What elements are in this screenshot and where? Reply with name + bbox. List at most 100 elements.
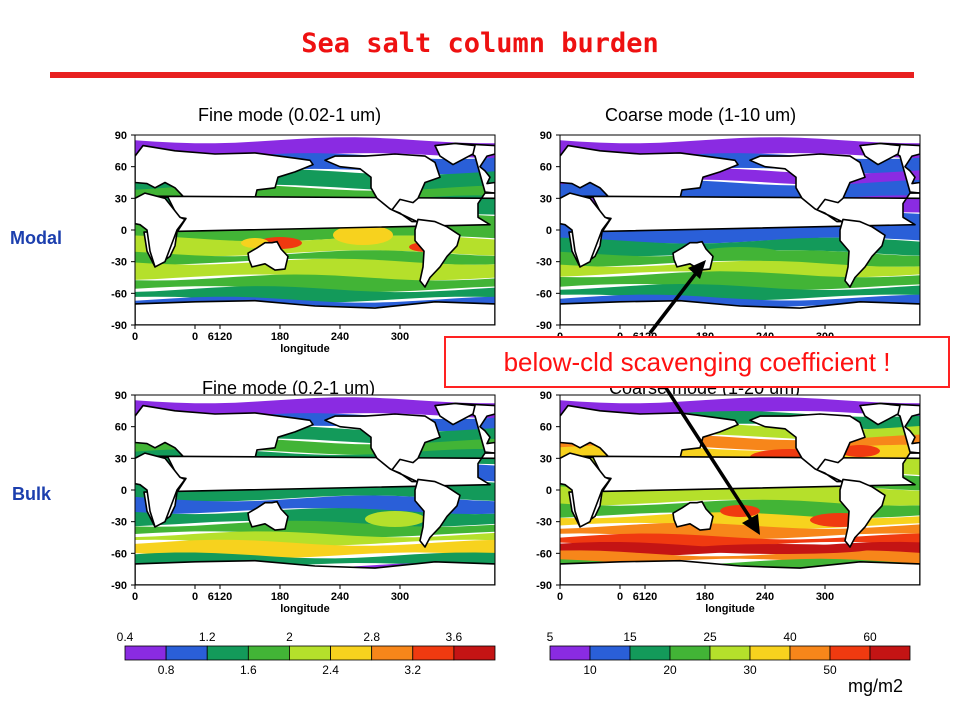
land-mass <box>560 559 920 585</box>
y-tick-label: 60 <box>540 422 552 434</box>
x-tick-label: 0 <box>132 331 138 343</box>
colorbar-bottom-label: 10 <box>583 663 597 677</box>
x-tick-label: 180 <box>696 591 714 603</box>
slide-title: Sea salt column burden <box>301 28 659 59</box>
y-tick-label: 30 <box>115 453 127 465</box>
colorbar-segment <box>589 645 631 661</box>
y-tick-label: 60 <box>115 162 127 174</box>
x-axis-label: longitude <box>280 603 330 615</box>
colorbar-top-label: 25 <box>703 630 717 644</box>
y-tick-label: -30 <box>536 257 552 269</box>
x-tick-label: 180 <box>271 591 289 603</box>
y-tick-label: -90 <box>111 320 127 332</box>
contour-band <box>135 520 495 538</box>
colorbar-segment <box>709 645 751 661</box>
x-tick-label: 180 <box>271 331 289 343</box>
contour-band <box>560 397 920 417</box>
colorbar-top-label: 2.8 <box>363 630 380 644</box>
colorbar-top-label: 60 <box>863 630 877 644</box>
y-tick-label: 30 <box>540 453 552 465</box>
y-tick-label: -60 <box>111 288 127 300</box>
x-tick-label: 0 <box>192 591 198 603</box>
colorbar-segment <box>124 645 167 661</box>
land-mass <box>434 402 476 426</box>
colorbar-top-label: 1.2 <box>199 630 216 644</box>
land-mass <box>568 452 920 528</box>
x-tick-label: 240 <box>756 591 774 603</box>
y-tick-label: -90 <box>536 580 552 592</box>
contour-hotspot <box>333 225 393 245</box>
land-mass <box>560 299 920 325</box>
x-tick-label: 6120 <box>208 331 232 343</box>
contour-band <box>560 237 920 257</box>
x-axis-label: longitude <box>705 603 755 615</box>
colorbar-units: mg/m2 <box>848 676 904 696</box>
contour-hotspot <box>365 511 425 527</box>
land-mass <box>749 413 866 483</box>
colorbar-top-label: 5 <box>547 630 554 644</box>
colorbar-top-label: 3.6 <box>446 630 463 644</box>
land-mass <box>247 500 289 531</box>
y-tick-label: -60 <box>536 288 552 300</box>
y-tick-label: -90 <box>111 580 127 592</box>
colorbar-bottom-label: 20 <box>663 663 677 677</box>
x-tick-label: 6120 <box>208 591 232 603</box>
y-tick-label: -30 <box>111 257 127 269</box>
x-tick-label: 0 <box>617 591 623 603</box>
colorbar-segment <box>412 645 455 661</box>
y-tick-label: -90 <box>536 320 552 332</box>
panel-title-coarse-modal: Coarse mode (1-10 um) <box>605 105 797 125</box>
y-tick-label: -60 <box>536 548 552 560</box>
y-tick-label: 60 <box>115 422 127 434</box>
y-tick-label: 90 <box>540 390 552 402</box>
colorbar-segment <box>669 645 711 661</box>
map-panel-fine-bulk: 90 60 30 0 -30 -60 -90 0 0 6120 180 240 300 longitude <box>100 385 510 620</box>
colorbar-segment <box>206 645 249 661</box>
row-label-bulk: Bulk <box>12 484 52 504</box>
land-mass <box>324 153 441 223</box>
land-mass <box>568 192 920 268</box>
land-mass <box>143 192 495 268</box>
colorbar-bottom-label: 2.4 <box>322 663 339 677</box>
y-tick-label: 90 <box>540 130 552 142</box>
y-tick-label: -60 <box>111 548 127 560</box>
colorbar-segment <box>371 645 414 661</box>
y-tick-label: -30 <box>111 517 127 529</box>
colorbar-segment <box>749 645 791 661</box>
contour-hotspot <box>700 247 780 259</box>
land-mass <box>560 192 611 268</box>
x-tick-label: 300 <box>816 591 834 603</box>
contour-hotspot <box>840 445 880 457</box>
y-tick-label: 30 <box>115 193 127 205</box>
colorbar-segment <box>165 645 208 661</box>
colorbar-bottom-label: 50 <box>823 663 837 677</box>
land-mass <box>324 413 441 483</box>
land-mass <box>135 559 495 585</box>
map-panel-coarse-bulk: 90 60 30 0 -30 -60 -90 0 0 6120 180 240 300 longitude <box>525 385 935 620</box>
y-tick-label: 0 <box>121 225 127 237</box>
arrow-to-coarse-bulk <box>664 387 756 525</box>
x-tick-label: 300 <box>391 591 409 603</box>
contour-band <box>135 495 495 515</box>
land-mass <box>247 240 289 271</box>
colorbar-top-label: 2 <box>286 630 293 644</box>
x-tick-label: 240 <box>331 591 349 603</box>
colorbar-bottom-label: 30 <box>743 663 757 677</box>
colorbar-segment <box>453 645 496 661</box>
y-tick-label: 90 <box>115 390 127 402</box>
x-tick-label: 300 <box>391 331 409 343</box>
y-tick-label: -30 <box>536 517 552 529</box>
contour-hotspot <box>720 505 760 517</box>
colorbar-fine: 0.4 1.2 2 2.8 3.6 0.8 1.6 2.4 3.2 <box>117 630 496 677</box>
colorbar-bottom-label: 0.8 <box>158 663 175 677</box>
colorbar-bottom-label: 1.6 <box>240 663 257 677</box>
scavenging-callout: below-cld scavenging coefficient ! <box>444 336 950 388</box>
y-tick-label: 60 <box>540 162 552 174</box>
land-mass <box>414 218 461 288</box>
contour-band <box>560 271 920 290</box>
